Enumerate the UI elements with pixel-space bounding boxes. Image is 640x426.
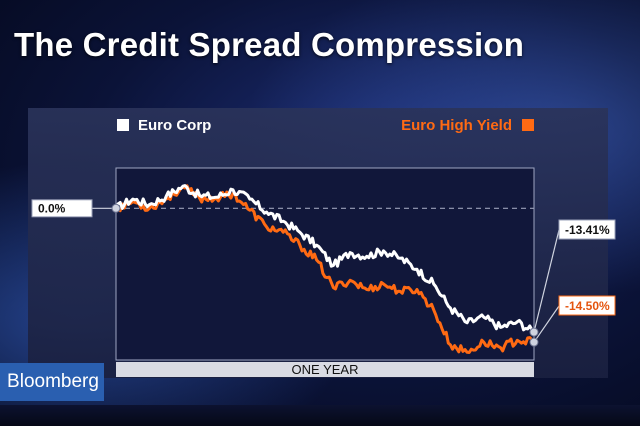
legend-swatch-euro-high-yield — [522, 119, 534, 131]
headline: The Credit Spread Compression — [14, 26, 525, 63]
legend-label-euro-corp: Euro Corp — [138, 117, 211, 134]
end-connector-euro-corp — [533, 229, 560, 333]
bloomberg-logo: Bloomberg — [0, 363, 104, 401]
end-label-box-euro-corp — [558, 219, 616, 240]
legend-swatch-euro-corp — [117, 119, 129, 131]
bottom-bar — [0, 405, 640, 426]
plot-area — [115, 167, 535, 361]
x-axis-label-bar — [116, 362, 534, 377]
legend-label-euro-high-yield: Euro High Yield — [401, 117, 512, 134]
end-point-marker-euro-corp — [529, 327, 539, 337]
end-connector-euro-high-yield — [533, 305, 560, 343]
baseline-label: 0.0% — [38, 201, 66, 215]
end-point-marker-euro-high-yield — [529, 337, 539, 347]
baseline-label-box — [31, 199, 93, 218]
end-label-euro-high-yield: -14.50% — [565, 299, 610, 313]
end-label-euro-corp: -13.41% — [565, 223, 610, 237]
series-line-euro-corp — [114, 184, 536, 334]
start-point-marker — [111, 203, 121, 213]
x-axis-label: ONE YEAR — [292, 362, 359, 377]
end-label-box-euro-high-yield — [558, 295, 616, 316]
